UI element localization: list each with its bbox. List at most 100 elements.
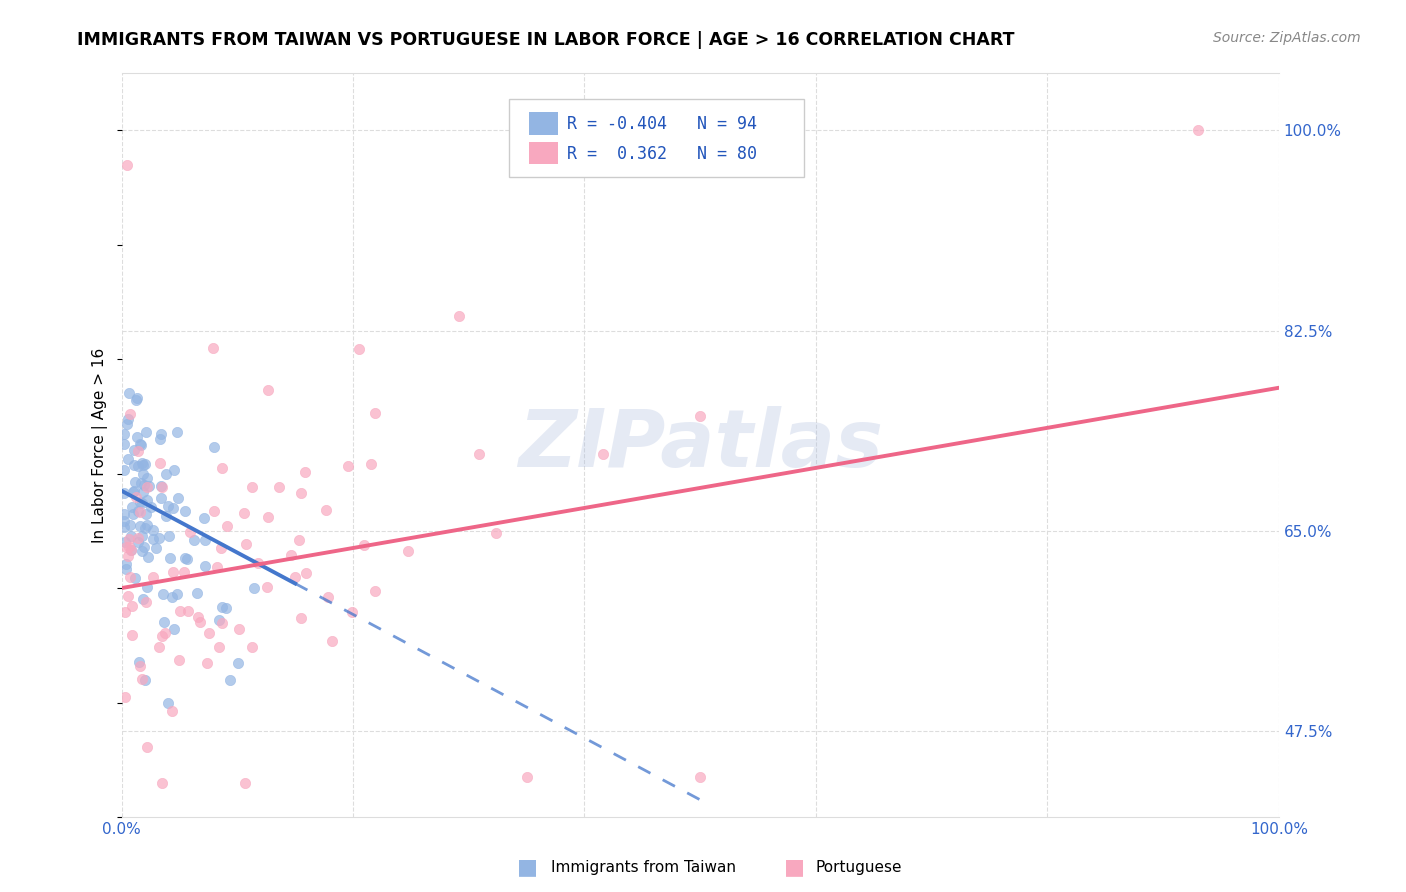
Point bbox=[121, 500, 143, 514]
Point bbox=[118, 407, 141, 421]
Point bbox=[153, 625, 176, 640]
Point bbox=[117, 412, 139, 426]
Point bbox=[132, 467, 155, 482]
Text: Immigrants from Taiwan: Immigrants from Taiwan bbox=[551, 860, 737, 874]
Point bbox=[114, 605, 136, 619]
Point bbox=[233, 775, 256, 789]
Point bbox=[118, 533, 141, 547]
Point bbox=[114, 534, 136, 549]
Point bbox=[363, 406, 385, 420]
Point bbox=[121, 599, 143, 614]
Point bbox=[128, 656, 150, 670]
Point bbox=[122, 442, 145, 457]
Point bbox=[149, 479, 172, 493]
Point bbox=[117, 589, 139, 603]
Point bbox=[112, 426, 135, 441]
Point bbox=[145, 541, 167, 555]
Point bbox=[321, 634, 343, 648]
Point bbox=[211, 600, 233, 615]
Point bbox=[228, 622, 250, 636]
Point bbox=[138, 549, 160, 564]
Point bbox=[195, 657, 218, 671]
Point bbox=[194, 559, 217, 574]
Point bbox=[124, 484, 146, 499]
Text: IMMIGRANTS FROM TAIWAN VS PORTUGUESE IN LABOR FORCE | AGE > 16 CORRELATION CHART: IMMIGRANTS FROM TAIWAN VS PORTUGUESE IN … bbox=[77, 31, 1015, 49]
Point bbox=[157, 499, 180, 513]
Point bbox=[360, 457, 382, 471]
Point bbox=[218, 673, 240, 687]
Point bbox=[152, 480, 174, 494]
Point bbox=[162, 591, 184, 605]
Point bbox=[131, 456, 153, 470]
Point bbox=[288, 533, 311, 547]
Point bbox=[205, 560, 228, 574]
Point bbox=[214, 601, 236, 615]
Point bbox=[186, 585, 208, 599]
Point bbox=[396, 543, 419, 558]
Bar bbox=[529, 142, 558, 164]
Point bbox=[294, 465, 316, 479]
Point bbox=[112, 485, 135, 500]
Point bbox=[136, 471, 159, 485]
Point bbox=[121, 542, 143, 557]
Point bbox=[134, 673, 156, 687]
Point bbox=[315, 503, 337, 517]
Point bbox=[162, 500, 184, 515]
Y-axis label: In Labor Force | Age > 16: In Labor Force | Age > 16 bbox=[93, 347, 108, 542]
Point bbox=[211, 615, 233, 630]
Point bbox=[136, 517, 159, 532]
Point bbox=[125, 391, 148, 405]
Point bbox=[188, 615, 211, 630]
Text: ■: ■ bbox=[517, 857, 537, 877]
Point bbox=[136, 580, 159, 594]
Point bbox=[117, 549, 139, 564]
Point bbox=[155, 467, 177, 482]
Point bbox=[267, 480, 290, 494]
Point bbox=[166, 425, 188, 439]
Point bbox=[516, 770, 538, 784]
Point bbox=[132, 592, 155, 607]
Point bbox=[127, 504, 149, 518]
Point bbox=[120, 543, 142, 558]
Point bbox=[177, 604, 200, 618]
Point bbox=[131, 672, 153, 686]
Point bbox=[136, 739, 159, 754]
Point bbox=[131, 528, 153, 542]
Point bbox=[167, 491, 190, 506]
Point bbox=[204, 440, 226, 454]
Point bbox=[1187, 123, 1209, 137]
Point bbox=[157, 529, 180, 543]
Point bbox=[353, 538, 375, 552]
Point bbox=[153, 615, 176, 630]
Point bbox=[117, 452, 139, 467]
Point bbox=[129, 437, 152, 451]
Point bbox=[247, 557, 270, 571]
Point bbox=[136, 493, 159, 508]
Point bbox=[128, 658, 150, 673]
Point bbox=[134, 521, 156, 535]
Point bbox=[295, 566, 318, 580]
Point bbox=[129, 438, 152, 452]
Point bbox=[118, 385, 141, 400]
Point bbox=[176, 552, 198, 566]
Point bbox=[122, 484, 145, 499]
Point bbox=[115, 540, 138, 554]
Point bbox=[138, 479, 160, 493]
Point bbox=[135, 507, 157, 521]
Point bbox=[235, 536, 257, 550]
Point bbox=[132, 458, 155, 473]
Point bbox=[129, 505, 152, 519]
Point bbox=[240, 480, 263, 494]
Point bbox=[112, 514, 135, 528]
Point bbox=[124, 475, 146, 490]
Point bbox=[149, 456, 172, 470]
Point bbox=[131, 543, 153, 558]
Point bbox=[689, 770, 711, 784]
Point bbox=[198, 626, 221, 640]
Point bbox=[156, 696, 179, 710]
Point bbox=[166, 586, 188, 600]
Point bbox=[447, 310, 470, 324]
Point bbox=[149, 432, 172, 446]
Point bbox=[112, 437, 135, 451]
Point bbox=[132, 485, 155, 500]
